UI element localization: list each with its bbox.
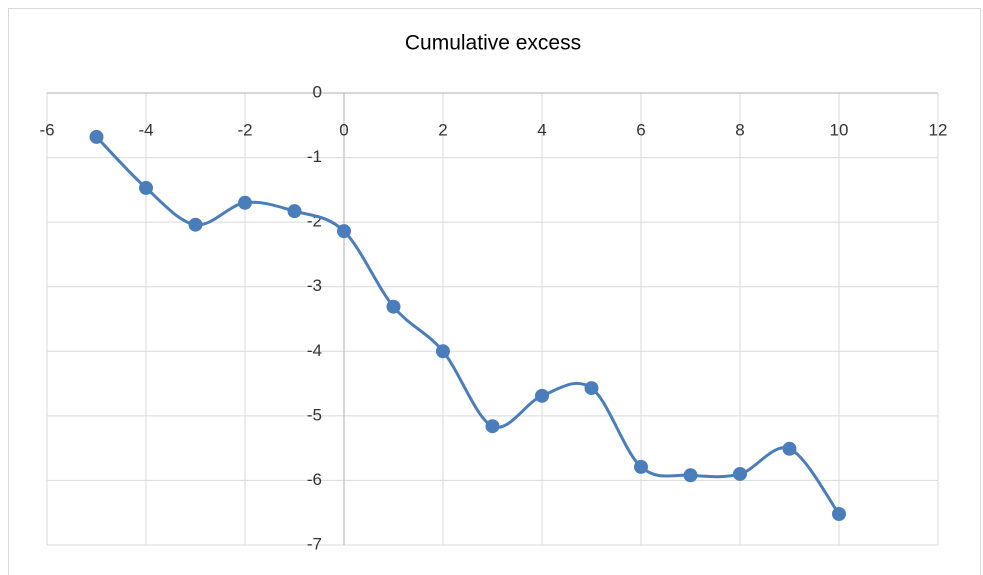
data-point bbox=[287, 204, 302, 219]
data-point bbox=[832, 507, 846, 522]
data-point bbox=[238, 195, 252, 210]
data-point bbox=[733, 466, 747, 481]
x-tick-label: -2 bbox=[237, 120, 252, 139]
x-tick-label: -6 bbox=[39, 120, 54, 139]
y-tick-label: -1 bbox=[307, 147, 322, 166]
data-point bbox=[386, 299, 401, 314]
data-point bbox=[634, 459, 648, 474]
data-point bbox=[535, 388, 549, 403]
x-tick-label: 4 bbox=[537, 120, 546, 139]
x-tick-label: 8 bbox=[735, 120, 744, 139]
x-tick-label: 10 bbox=[830, 120, 849, 139]
data-point bbox=[485, 419, 500, 434]
x-tick-label: -4 bbox=[138, 120, 153, 139]
y-tick-label: -3 bbox=[307, 276, 322, 295]
data-point bbox=[782, 441, 797, 456]
data-point bbox=[337, 224, 351, 239]
y-tick-label: -4 bbox=[307, 341, 322, 360]
y-tick-label: -7 bbox=[307, 534, 322, 553]
x-tick-label: 0 bbox=[339, 120, 348, 139]
data-point bbox=[436, 344, 450, 359]
x-tick-label: 12 bbox=[929, 120, 948, 139]
data-point bbox=[89, 129, 104, 144]
x-tick-label: 2 bbox=[438, 120, 447, 139]
y-tick-label: -6 bbox=[307, 470, 322, 489]
chart-title: Cumulative excess bbox=[405, 32, 581, 55]
data-point bbox=[683, 468, 698, 483]
y-tick-label: 0 bbox=[313, 82, 322, 101]
data-point bbox=[139, 180, 153, 195]
x-tick-label: 6 bbox=[636, 120, 645, 139]
data-point bbox=[584, 381, 599, 396]
series-line bbox=[95, 135, 841, 515]
data-point bbox=[188, 217, 203, 232]
y-tick-label: -5 bbox=[307, 405, 322, 424]
